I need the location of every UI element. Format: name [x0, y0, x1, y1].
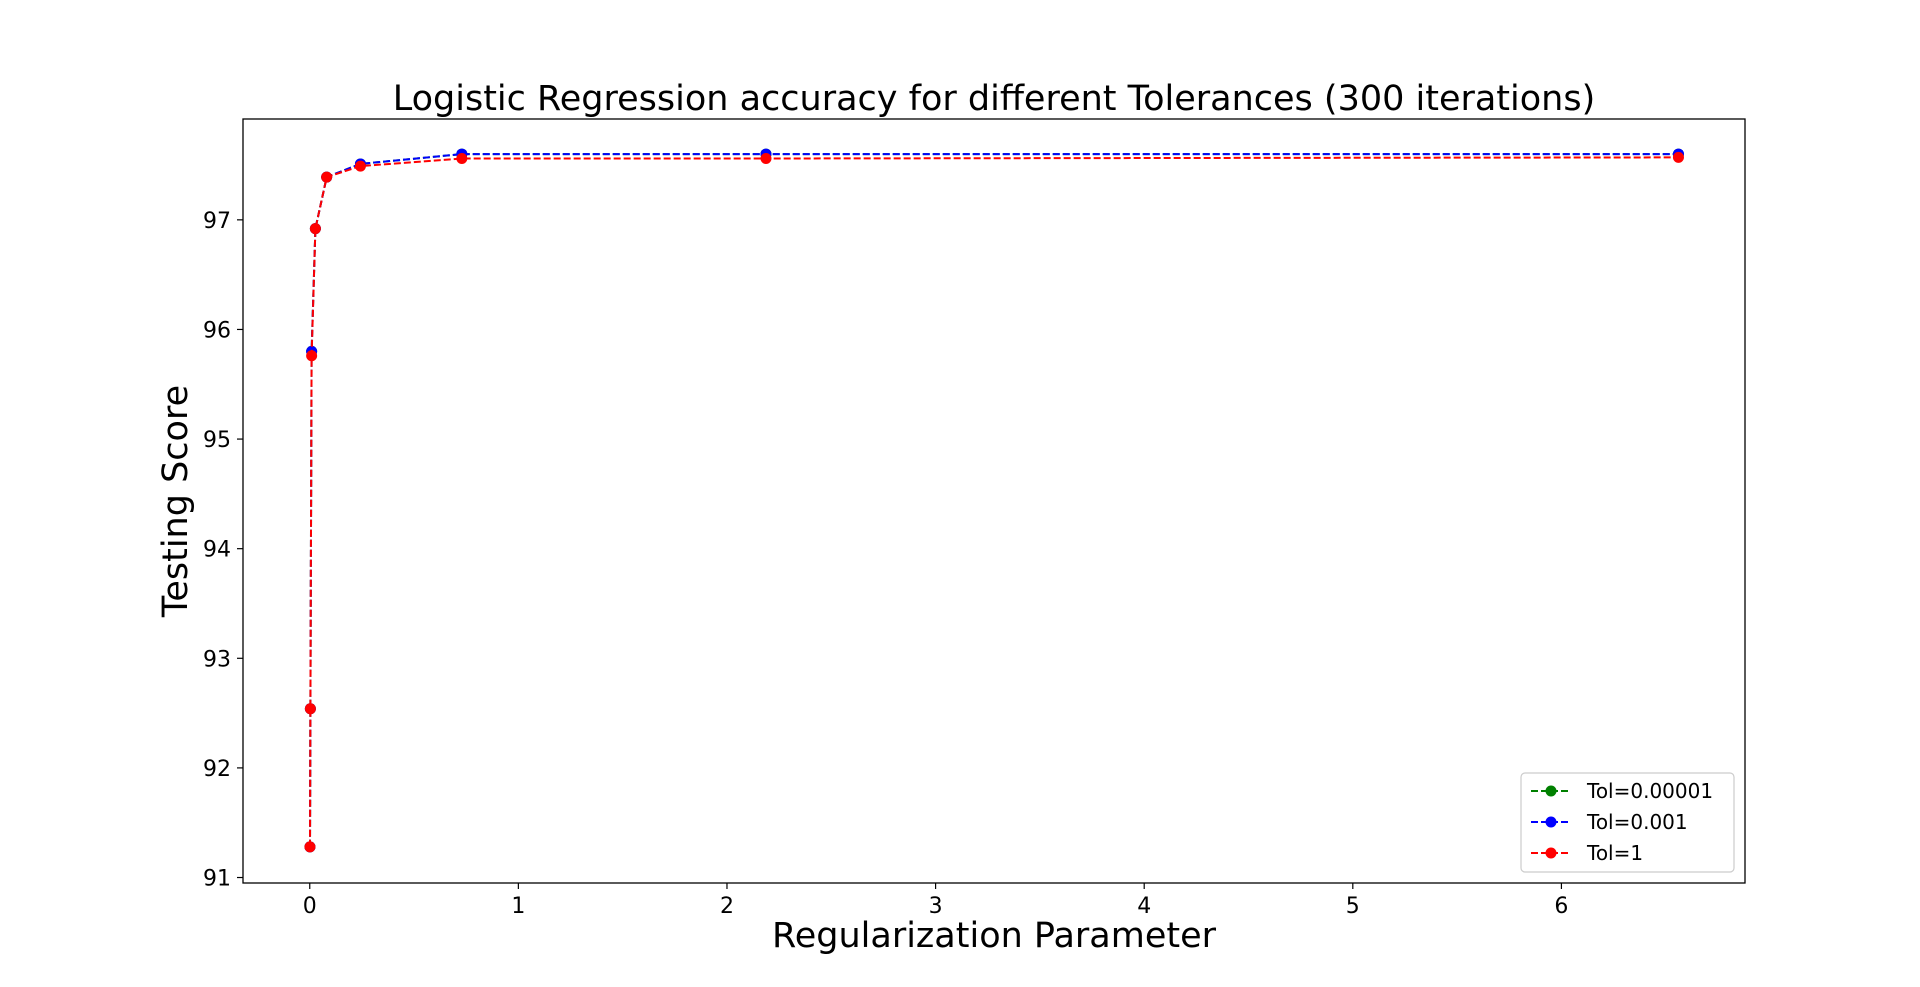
y-axis-title: Testing Score: [156, 385, 196, 618]
legend-marker: [1545, 785, 1557, 797]
x-tick-label: 0: [303, 894, 317, 919]
series-layer: [304, 148, 1684, 853]
x-tick-label: 6: [1554, 894, 1568, 919]
data-point: [354, 160, 366, 172]
legend-marker: [1545, 816, 1557, 828]
y-tick-label: 96: [203, 318, 231, 343]
data-point: [309, 223, 321, 235]
chart-title: Logistic Regression accuracy for differe…: [393, 79, 1596, 119]
y-tick-label: 97: [203, 209, 231, 234]
data-point: [304, 703, 316, 715]
plot-area: [243, 119, 1745, 883]
data-point: [456, 152, 468, 164]
legend-marker: [1545, 847, 1557, 859]
legend-label: Tol=0.001: [1586, 810, 1688, 834]
data-point: [306, 350, 318, 362]
series-3: [304, 151, 1684, 853]
x-tick-label: 1: [511, 894, 525, 919]
x-tick-label: 5: [1346, 894, 1360, 919]
x-axis-title: Regularization Parameter: [772, 916, 1217, 956]
x-tick-label: 4: [1137, 894, 1151, 919]
data-point: [1672, 151, 1684, 163]
y-axis: 91 92 93 94 95 96 97: [203, 209, 243, 892]
data-point: [321, 171, 333, 183]
x-axis: 0 1 2 3 4 5 6: [303, 883, 1568, 919]
y-tick-label: 95: [203, 428, 231, 453]
legend-entries: Tol=0.00001 Tol=0.001 Tol=1: [1531, 779, 1713, 865]
y-tick-label: 93: [203, 647, 231, 672]
data-point: [760, 152, 772, 164]
x-tick-label: 2: [720, 894, 734, 919]
legend: Tol=0.00001 Tol=0.001 Tol=1: [1520, 772, 1735, 873]
plot-frame: [242, 118, 1746, 884]
legend-label: Tol=1: [1586, 841, 1643, 865]
legend-box: [1520, 772, 1735, 873]
data-point: [304, 841, 316, 853]
x-tick-label: 3: [929, 894, 943, 919]
y-tick-label: 92: [203, 757, 231, 782]
y-tick-label: 94: [203, 538, 231, 563]
legend-label: Tol=0.00001: [1586, 779, 1713, 803]
y-tick-label: 91: [203, 867, 231, 892]
